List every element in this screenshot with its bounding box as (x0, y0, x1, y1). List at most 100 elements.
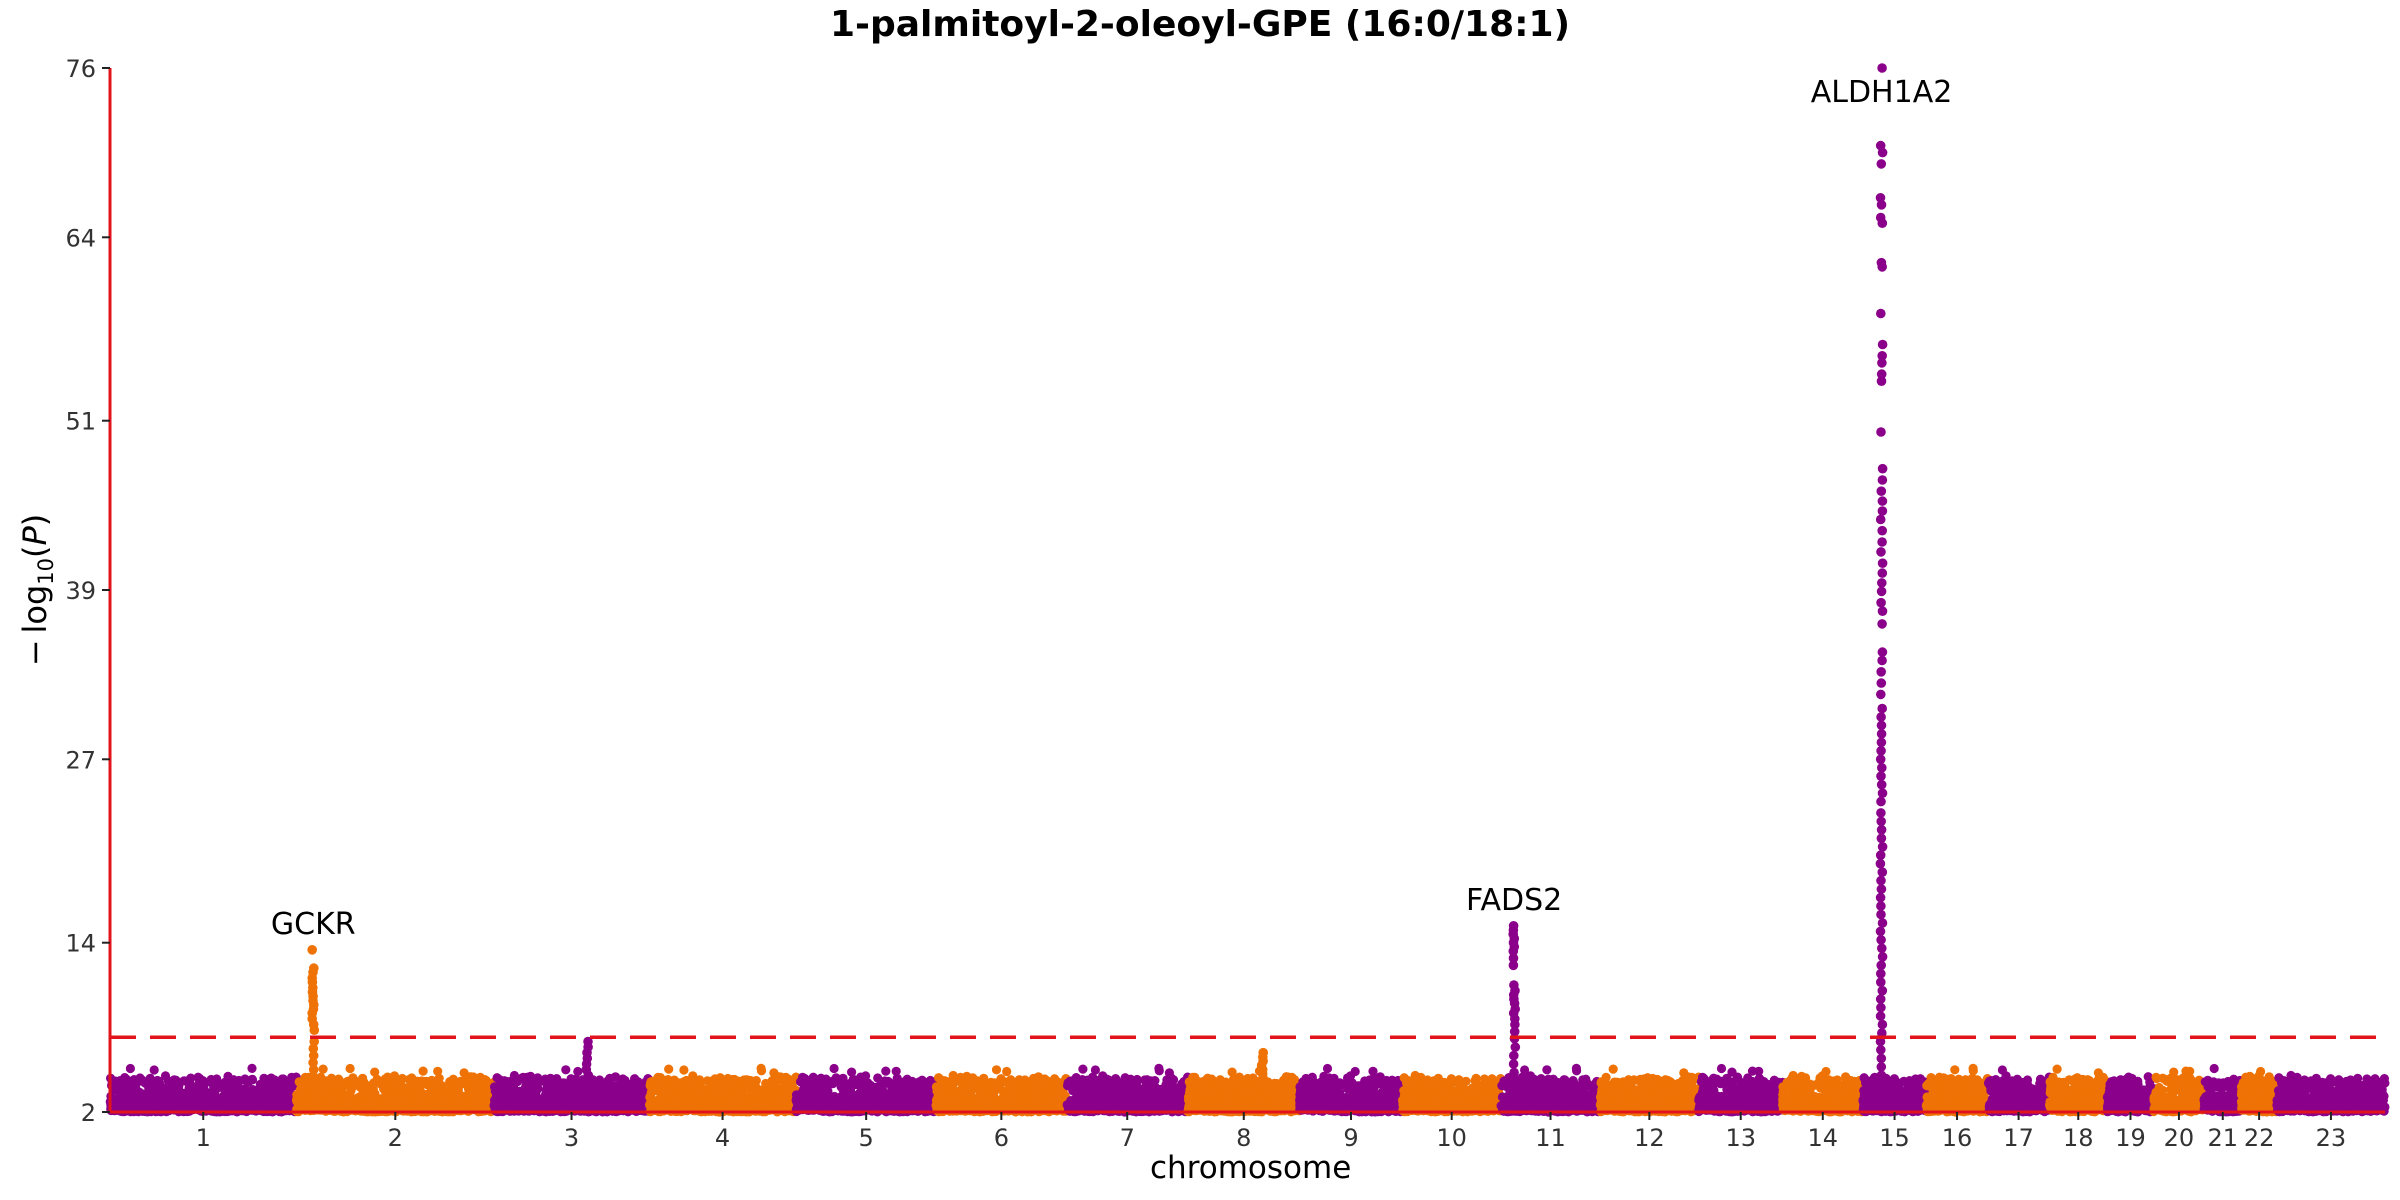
snp-point (871, 1092, 881, 1102)
snp-point (369, 1078, 379, 1088)
snp-point (648, 1099, 658, 1109)
snp-point (133, 1077, 143, 1087)
snp-point (149, 1065, 159, 1075)
snp-point (211, 1084, 221, 1095)
snp-point (891, 1066, 901, 1076)
snp-point (831, 1100, 841, 1110)
snp-point (130, 1094, 140, 1104)
snp-point (345, 1063, 355, 1074)
snp-point (567, 1081, 577, 1091)
snp-point (407, 1073, 417, 1083)
snp-point (418, 1066, 428, 1076)
snp-point (179, 1076, 189, 1086)
snp-point (726, 1092, 736, 1102)
snp-point (822, 1077, 833, 1087)
snp-point (610, 1101, 621, 1111)
snp-point (761, 1078, 771, 1089)
snp-point (756, 1063, 766, 1073)
snp-point (847, 1067, 857, 1077)
snp-point (540, 1074, 550, 1084)
snp-point (213, 1078, 223, 1088)
snp-point (452, 1079, 462, 1089)
snp-point (808, 1072, 818, 1082)
snp-point (709, 1084, 719, 1094)
snp-point (507, 1076, 517, 1086)
snp-point (917, 1076, 927, 1086)
snp-point (150, 1101, 160, 1111)
snp-point (799, 1077, 809, 1088)
snp-point (246, 1100, 256, 1110)
snp-point (541, 1090, 551, 1100)
snp-point (573, 1066, 583, 1077)
snp-point (381, 1092, 391, 1103)
snp-point (292, 1090, 302, 1100)
snp-point (687, 1099, 697, 1109)
snp-point (430, 1080, 440, 1090)
snp-point (619, 1090, 629, 1100)
snp-point (240, 1084, 250, 1094)
snp-point (664, 1064, 674, 1074)
snp-point (404, 1092, 414, 1102)
snp-point (339, 1102, 350, 1112)
snp-point (107, 1101, 117, 1111)
snp-point (778, 1093, 788, 1104)
snp-point (471, 1100, 481, 1110)
snp-point (456, 1095, 466, 1105)
snp-point (429, 1091, 440, 1101)
snp-point (889, 1091, 899, 1101)
snp-point (851, 1079, 861, 1090)
snp-point (657, 1080, 667, 1090)
snp-point (433, 1066, 443, 1076)
snp-point (773, 1072, 784, 1082)
snp-point (697, 1085, 707, 1095)
chart-title: 1-palmitoyl-2-oleoyl-GPE (16:0/18:1) (829, 4, 1571, 45)
snp-point (247, 1063, 257, 1073)
snp-point (635, 1087, 645, 1097)
snp-point (717, 1083, 727, 1093)
snp-point (695, 1075, 705, 1085)
snp-point (591, 1102, 601, 1112)
snp-point (514, 1095, 524, 1105)
snp-point (840, 1083, 850, 1093)
snp-point (125, 1063, 135, 1074)
snp-point (829, 1063, 839, 1074)
snp-point (358, 1073, 368, 1083)
snp-point (115, 1083, 125, 1093)
snp-point (905, 1079, 915, 1089)
snp-point (391, 1080, 401, 1090)
snp-point (376, 1079, 386, 1090)
snp-point (416, 1089, 426, 1099)
snp-point (318, 1064, 328, 1074)
snp-point (235, 1076, 245, 1086)
snp-point (871, 1082, 881, 1092)
snp-point (348, 1073, 358, 1083)
snp-point (561, 1065, 571, 1075)
snp-point (360, 1083, 370, 1093)
snp-point (481, 1075, 491, 1086)
snp-point (329, 1093, 339, 1103)
snp-point (685, 1083, 695, 1093)
snp-point (383, 1073, 394, 1083)
snp-point (116, 1099, 126, 1109)
points-layer (105, 1063, 2390, 1117)
snp-point (818, 1093, 828, 1103)
snp-point (220, 1089, 230, 1099)
snp-point (879, 1089, 889, 1099)
snp-point (524, 1084, 534, 1095)
snp-point (593, 1083, 603, 1093)
snp-point (849, 1099, 859, 1109)
snp-point (428, 1101, 438, 1112)
snp-point (1002, 1066, 1012, 1077)
snp-point (404, 1082, 414, 1092)
snp-point (686, 1075, 697, 1085)
snp-point (356, 1099, 366, 1109)
snp-point (668, 1084, 678, 1094)
snp-point (155, 1090, 165, 1100)
snp-point (547, 1080, 558, 1090)
snp-point (756, 1099, 766, 1109)
snp-point (336, 1077, 346, 1087)
snp-point (169, 1075, 179, 1085)
snp-point (155, 1082, 165, 1092)
snp-point (791, 1090, 802, 1100)
